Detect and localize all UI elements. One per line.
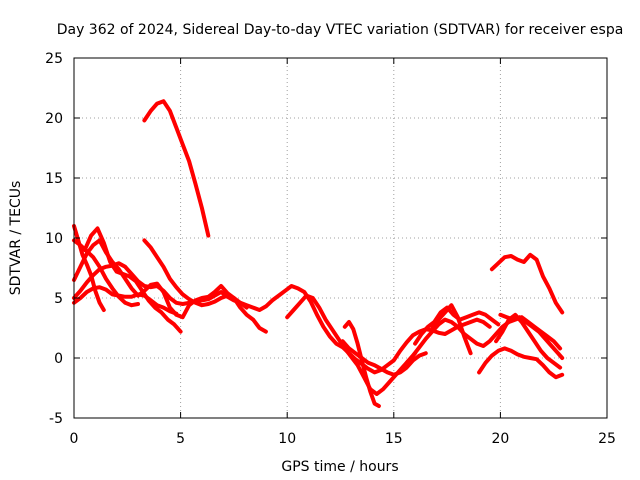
y-tick-label: 0: [54, 351, 63, 367]
y-tick-label: 10: [45, 231, 63, 247]
series-arc-8: [82, 226, 183, 334]
series-arc-4: [72, 261, 492, 375]
series-arc-17: [494, 312, 563, 370]
grid: [74, 58, 607, 418]
series-arc-3: [72, 238, 268, 334]
series-group: [72, 99, 565, 408]
series-arc-16: [477, 346, 565, 380]
x-axis-label: GPS time / hours: [281, 459, 398, 475]
series-arc-1: [142, 99, 211, 238]
y-tick-label: 20: [45, 111, 63, 127]
plot-frame: [73, 57, 608, 419]
series-arc-18: [498, 312, 565, 360]
y-tick-label: 5: [54, 291, 63, 307]
x-tick-label: 0: [70, 431, 79, 447]
series-arc-7: [72, 285, 179, 316]
axis-ticks: 0 5 10 15 20 25 -5 0 5 10 15 20 25: [45, 51, 616, 447]
x-tick-label: 20: [491, 431, 509, 447]
series-arc-9: [142, 238, 249, 310]
series-arc-2: [489, 252, 565, 315]
y-tick-label: 25: [45, 51, 63, 67]
x-tick-label: 25: [598, 431, 616, 447]
y-tick-label: -5: [49, 411, 63, 427]
chart-title: Day 362 of 2024, Sidereal Day-to-day VTE…: [57, 22, 624, 38]
series-arc-12: [340, 339, 428, 377]
x-tick-label: 10: [278, 431, 296, 447]
y-tick-label: 15: [45, 171, 63, 187]
x-tick-label: 15: [385, 431, 403, 447]
series-arc-6: [72, 224, 106, 312]
y-axis-label: SDTVAR / TECUs: [8, 181, 24, 296]
series-arc-15: [430, 303, 473, 356]
x-tick-label: 5: [176, 431, 185, 447]
series-arc-10: [285, 293, 418, 396]
